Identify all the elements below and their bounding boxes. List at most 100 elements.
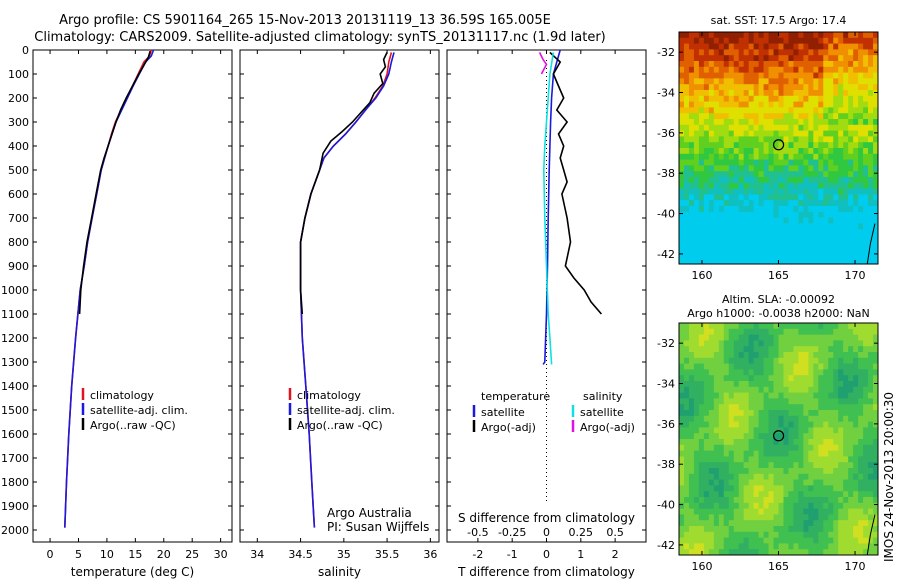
map-cell bbox=[688, 328, 695, 335]
map-cell bbox=[723, 252, 730, 259]
map-cell bbox=[693, 369, 700, 376]
map-cell bbox=[873, 514, 879, 521]
map-cell bbox=[753, 323, 760, 330]
map-cell bbox=[718, 217, 725, 224]
map-cell bbox=[853, 485, 859, 492]
map-cell bbox=[813, 340, 819, 347]
map-cell bbox=[783, 61, 789, 68]
map-cell bbox=[758, 520, 764, 527]
y-tick-label: -40 bbox=[657, 499, 675, 512]
map-cell bbox=[683, 410, 690, 417]
map-cell bbox=[828, 223, 834, 230]
map-cell bbox=[783, 375, 789, 382]
map-cell bbox=[713, 479, 720, 486]
map-cell bbox=[768, 450, 774, 457]
map-cell bbox=[863, 352, 869, 359]
map-cell bbox=[838, 153, 844, 160]
map-cell bbox=[793, 258, 799, 265]
map-cell bbox=[683, 107, 690, 114]
plot-frame bbox=[239, 49, 440, 543]
map-cell bbox=[718, 526, 725, 533]
map-cell bbox=[723, 182, 730, 189]
map-cell bbox=[868, 66, 874, 73]
map-cell bbox=[698, 223, 705, 230]
map-cell bbox=[818, 252, 824, 259]
map-cell bbox=[778, 95, 784, 102]
map-cell bbox=[738, 49, 745, 56]
map-cell bbox=[863, 235, 869, 242]
map-cell bbox=[718, 101, 725, 108]
map-cell bbox=[698, 386, 705, 393]
map-cell bbox=[798, 37, 804, 44]
map-cell bbox=[848, 61, 854, 68]
map-cell bbox=[733, 421, 740, 428]
map-cell bbox=[718, 398, 725, 405]
map-cell bbox=[803, 240, 809, 247]
map-cell bbox=[813, 194, 819, 201]
map-cell bbox=[753, 398, 760, 405]
map-cell bbox=[783, 352, 789, 359]
map-cell bbox=[853, 49, 859, 56]
map-cell bbox=[698, 165, 705, 172]
map-cell bbox=[873, 520, 879, 527]
map-cell bbox=[833, 78, 839, 85]
map-cell bbox=[843, 107, 849, 114]
map-cell bbox=[688, 520, 695, 527]
map-cell bbox=[813, 246, 819, 253]
map-cell bbox=[783, 392, 789, 399]
map-cell bbox=[808, 84, 814, 91]
map-cell bbox=[868, 130, 874, 137]
map-cell bbox=[813, 252, 819, 259]
map-cell bbox=[679, 485, 685, 492]
map-cell bbox=[743, 240, 750, 247]
map-cell bbox=[803, 188, 809, 195]
map-cell bbox=[828, 526, 834, 533]
map-cell bbox=[723, 439, 730, 446]
map-cell bbox=[783, 468, 789, 475]
map-cell bbox=[833, 84, 839, 91]
map-cell bbox=[718, 334, 725, 341]
map-cell bbox=[828, 468, 834, 475]
map-cell bbox=[758, 101, 764, 108]
map-cell bbox=[703, 90, 710, 97]
map-cell bbox=[833, 328, 839, 335]
map-cell bbox=[703, 514, 710, 521]
map-cell bbox=[813, 346, 819, 353]
map-cell bbox=[783, 95, 789, 102]
map-cell bbox=[873, 153, 879, 160]
map-cell bbox=[713, 229, 720, 236]
map-cell bbox=[798, 258, 804, 265]
map-cell bbox=[738, 200, 745, 207]
map-cell bbox=[868, 514, 874, 521]
legend-label: satellite-adj. clim. bbox=[297, 404, 395, 417]
map-cell bbox=[868, 200, 874, 207]
map-cell bbox=[803, 421, 809, 428]
map-cell bbox=[863, 165, 869, 172]
map-cell bbox=[733, 549, 740, 556]
map-cell bbox=[863, 363, 869, 370]
map-cell bbox=[813, 84, 819, 91]
map-cell bbox=[748, 107, 755, 114]
map-cell bbox=[708, 223, 715, 230]
map-cell bbox=[873, 497, 879, 504]
map-cell bbox=[808, 543, 814, 550]
map-cell bbox=[738, 43, 745, 50]
map-cell bbox=[788, 258, 794, 265]
map-cell bbox=[679, 369, 685, 376]
map-cell bbox=[863, 479, 869, 486]
map-cell bbox=[843, 84, 849, 91]
map-cell bbox=[813, 398, 819, 405]
map-cell bbox=[743, 130, 750, 137]
map-cell bbox=[728, 95, 735, 102]
map-cell bbox=[863, 346, 869, 353]
map-cell bbox=[733, 352, 740, 359]
map-cell bbox=[708, 398, 715, 405]
map-cell bbox=[808, 130, 814, 137]
map-cell bbox=[793, 537, 799, 544]
map-cell bbox=[798, 543, 804, 550]
map-cell bbox=[813, 357, 819, 364]
map-cell bbox=[828, 415, 834, 422]
map-cell bbox=[858, 235, 864, 242]
map-cell bbox=[733, 502, 740, 509]
map-cell bbox=[758, 479, 764, 486]
